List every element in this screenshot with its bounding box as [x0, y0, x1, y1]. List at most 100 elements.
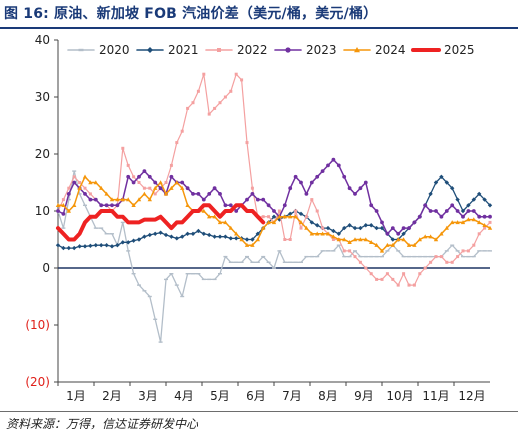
- data-point-2023: [461, 214, 465, 219]
- data-point-2023: [342, 174, 347, 179]
- data-point-2021: [315, 223, 320, 228]
- data-point-2024: [88, 180, 93, 185]
- data-point-2024: [93, 180, 98, 185]
- data-point-2022: [418, 272, 422, 276]
- data-point-2022: [391, 277, 395, 281]
- data-point-2021: [55, 243, 61, 248]
- data-point-2021: [347, 223, 352, 228]
- data-point-2023: [309, 180, 314, 185]
- data-point-2024: [250, 242, 255, 247]
- data-point-2023: [228, 203, 233, 208]
- data-point-2021: [433, 180, 439, 185]
- data-point-2024: [212, 214, 217, 219]
- legend-item-2024: 2024: [343, 43, 406, 57]
- data-point-2021: [234, 236, 239, 241]
- data-point-2023: [326, 163, 330, 168]
- data-point-2022: [234, 72, 238, 76]
- data-point-2024: [315, 231, 320, 236]
- legend-label: 2024: [375, 43, 406, 57]
- series-line-2022: [57, 73, 491, 286]
- data-point-2021: [401, 231, 406, 236]
- data-point-2021: [207, 232, 212, 238]
- data-point-2023: [72, 180, 77, 185]
- data-point-2022: [369, 272, 373, 276]
- x-tick-label: 6月: [246, 389, 266, 403]
- data-point-2024: [428, 234, 433, 239]
- data-point-2023: [385, 231, 390, 236]
- data-point-2024: [460, 220, 466, 225]
- data-point-2023: [363, 180, 368, 185]
- data-point-2021: [212, 234, 217, 239]
- data-point-2021: [126, 240, 131, 245]
- data-point-2023: [390, 226, 395, 231]
- data-point-2024: [320, 231, 325, 236]
- y-tick-labels: 40 30 20 10 0 (10) (20): [25, 33, 58, 389]
- data-point-2022: [153, 192, 157, 196]
- data-point-2024: [142, 191, 147, 196]
- data-point-2024: [55, 203, 61, 207]
- data-point-2024: [201, 208, 206, 213]
- data-point-2023: [434, 209, 438, 213]
- data-point-2023: [412, 220, 417, 225]
- series-2020: [56, 170, 492, 343]
- data-point-2023: [331, 157, 336, 162]
- data-point-2022: [207, 112, 211, 116]
- data-point-2023: [153, 180, 158, 185]
- data-point-2021: [196, 228, 201, 234]
- data-point-2024: [288, 214, 293, 219]
- data-point-2022: [348, 249, 352, 253]
- data-point-2024: [185, 203, 190, 207]
- legend-marker: [354, 47, 360, 53]
- data-point-2023: [353, 192, 357, 196]
- data-point-2022: [283, 238, 287, 241]
- data-point-2021: [352, 225, 358, 231]
- data-point-2022: [353, 255, 357, 259]
- legend-label: 2020: [99, 43, 130, 57]
- data-point-2024: [120, 197, 125, 202]
- legend-label: 2021: [168, 43, 199, 57]
- data-point-2022: [445, 260, 449, 264]
- y-tick-label: (10): [25, 318, 50, 332]
- data-point-2023: [185, 186, 190, 191]
- data-point-2024: [261, 225, 266, 230]
- data-point-2022: [407, 283, 411, 287]
- data-point-2023: [369, 203, 374, 208]
- data-point-2021: [428, 191, 433, 197]
- data-point-2024: [126, 197, 131, 202]
- data-point-2024: [77, 185, 82, 190]
- data-point-2021: [244, 237, 250, 242]
- series-2024: [55, 174, 493, 253]
- data-point-2022: [375, 277, 379, 281]
- data-point-2023: [218, 192, 222, 196]
- data-point-2021: [439, 174, 444, 179]
- data-point-2021: [115, 243, 120, 248]
- data-point-2024: [109, 197, 115, 202]
- data-point-2024: [450, 220, 455, 225]
- data-point-2021: [163, 232, 169, 238]
- data-point-2021: [358, 225, 363, 231]
- data-point-2024: [433, 237, 439, 242]
- data-point-2021: [336, 231, 341, 236]
- legend-label: 2022: [237, 43, 268, 57]
- series-2022: [56, 72, 492, 287]
- data-point-2023: [158, 186, 163, 191]
- data-point-2024: [471, 217, 476, 222]
- data-point-2022: [164, 181, 168, 184]
- y-tick-label: 30: [35, 90, 50, 104]
- data-point-2024: [104, 191, 109, 196]
- data-point-2022: [402, 272, 406, 276]
- data-point-2023: [250, 192, 255, 196]
- data-point-2024: [336, 237, 341, 242]
- data-point-2021: [99, 243, 104, 248]
- data-point-2022: [456, 255, 460, 259]
- data-point-2022: [180, 129, 184, 133]
- data-point-2022: [429, 260, 433, 264]
- data-point-2023: [61, 211, 66, 216]
- data-point-2023: [417, 214, 422, 219]
- data-point-2022: [331, 238, 335, 241]
- figure-title: 图 16: 原油、新加坡 FOB 汽油价差（美元/桶，美元/桶）: [4, 6, 378, 22]
- data-point-2021: [104, 243, 109, 248]
- data-point-2022: [483, 226, 487, 230]
- data-point-2021: [147, 232, 152, 238]
